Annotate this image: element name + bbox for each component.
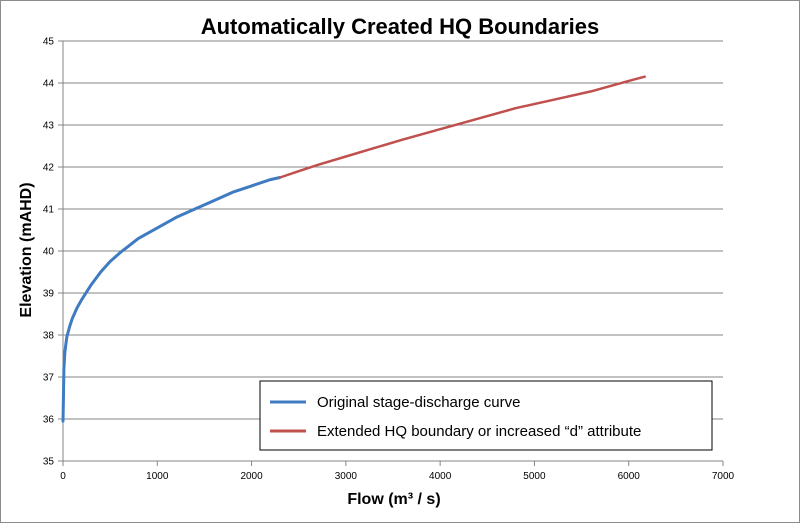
y-tick-label: 35 xyxy=(43,457,55,468)
series-lines xyxy=(61,75,646,423)
y-tick-label: 40 xyxy=(43,247,55,258)
legend-box xyxy=(259,380,713,451)
y-tick-label: 45 xyxy=(43,37,55,48)
y-tick-label: 39 xyxy=(43,289,55,300)
x-tick-labels: 0 1000 2000 3000 4000 5000 6000 7000 xyxy=(60,471,734,482)
x-tick-label: 7000 xyxy=(712,471,735,482)
y-tick-label: 43 xyxy=(43,121,55,132)
gridlines xyxy=(63,40,723,420)
x-tick-label: 1000 xyxy=(146,471,169,482)
x-axis-label: Flow (m³ / s) xyxy=(347,491,440,508)
x-tick-label: 2000 xyxy=(240,471,263,482)
x-tick-label: 3000 xyxy=(335,471,358,482)
series-line-2 xyxy=(278,75,646,179)
y-tick-label: 37 xyxy=(43,373,55,384)
y-tick-label: 38 xyxy=(43,331,55,342)
legend: Original stage-discharge curve Extended H… xyxy=(259,380,713,451)
x-tick-label: 6000 xyxy=(618,471,641,482)
x-tick-label: 5000 xyxy=(523,471,546,482)
x-tick-label: 4000 xyxy=(429,471,452,482)
legend-label-2: Extended HQ boundary or increased “d” at… xyxy=(317,423,641,440)
y-tick-label: 42 xyxy=(43,163,55,174)
y-tick-label: 41 xyxy=(43,205,55,216)
chart-title: Automatically Created HQ Boundaries xyxy=(201,14,600,39)
y-axis-label: Elevation (mAHD) xyxy=(18,182,35,317)
y-tick-labels: 35 36 37 38 39 40 41 42 43 44 45 xyxy=(43,37,55,468)
y-tick-label: 44 xyxy=(43,79,55,90)
legend-label-1: Original stage-discharge curve xyxy=(317,394,520,411)
x-tick-label: 0 xyxy=(60,471,66,482)
y-tick-label: 36 xyxy=(43,415,55,426)
series-line-1 xyxy=(61,176,282,423)
